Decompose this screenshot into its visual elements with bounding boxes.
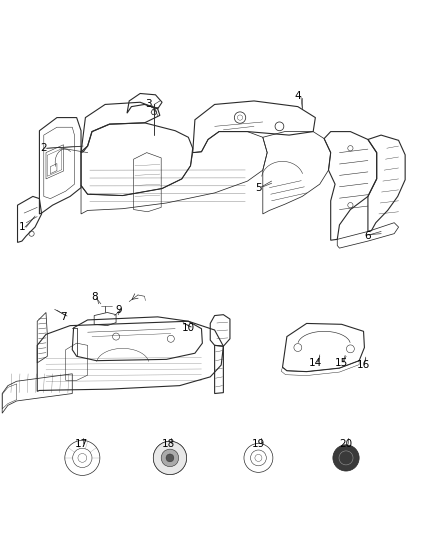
Text: 7: 7 <box>60 312 67 322</box>
Text: 3: 3 <box>145 100 152 109</box>
Text: 14: 14 <box>309 358 322 368</box>
Text: 20: 20 <box>339 439 353 449</box>
Text: 18: 18 <box>162 439 175 449</box>
Text: 15: 15 <box>335 358 348 368</box>
Text: 16: 16 <box>357 360 370 370</box>
Text: 6: 6 <box>364 231 371 241</box>
Text: 8: 8 <box>91 292 98 302</box>
Text: 19: 19 <box>252 439 265 449</box>
Text: 9: 9 <box>115 305 122 316</box>
Text: 1: 1 <box>18 222 25 232</box>
Circle shape <box>153 441 187 474</box>
Text: 4: 4 <box>294 91 301 101</box>
Text: 17: 17 <box>74 439 88 449</box>
Text: 10: 10 <box>182 323 195 333</box>
Text: 5: 5 <box>255 183 262 192</box>
Circle shape <box>166 454 174 462</box>
Circle shape <box>161 449 179 467</box>
Circle shape <box>166 454 174 462</box>
Circle shape <box>333 445 359 471</box>
Text: 2: 2 <box>40 143 47 154</box>
